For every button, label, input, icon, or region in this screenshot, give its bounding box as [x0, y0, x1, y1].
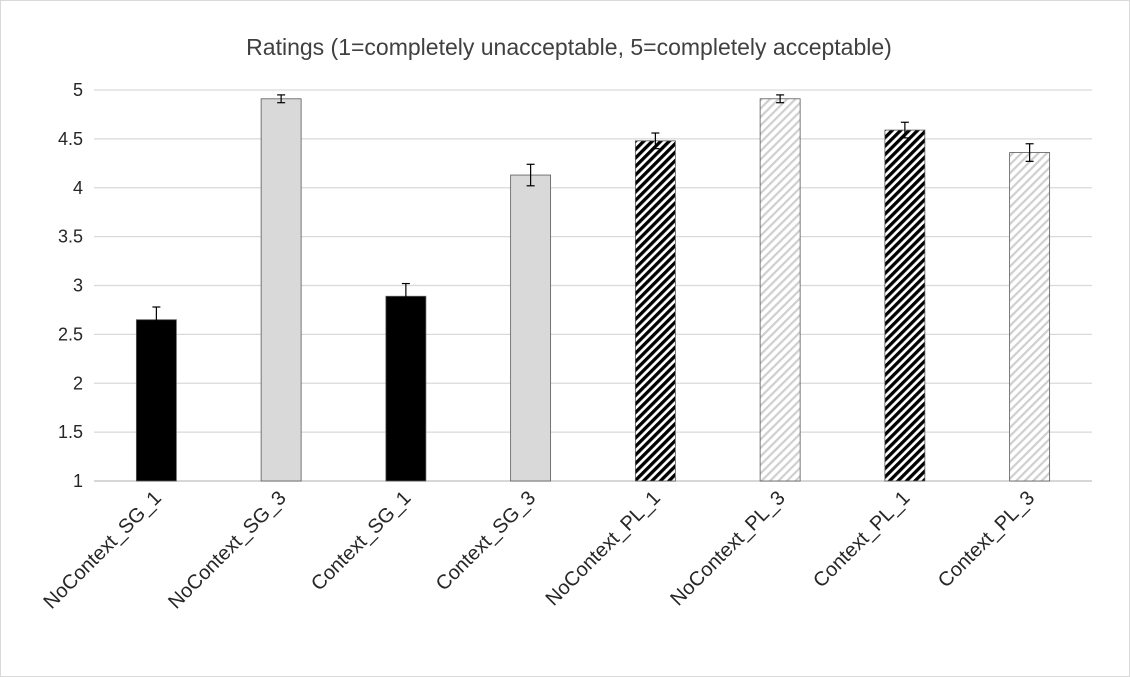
- bar-context-pl-1: [884, 129, 926, 482]
- y-tick-label: 4.5: [58, 129, 83, 149]
- y-tick-label: 2.5: [58, 324, 83, 344]
- bar-context-sg-3: [510, 174, 552, 482]
- gridlines: [94, 89, 1092, 482]
- bar-context-sg-1: [385, 295, 427, 482]
- error-bar: [651, 132, 660, 150]
- error-bar: [401, 282, 410, 310]
- y-tick-label: 5: [73, 80, 83, 100]
- y-tick-label: 1.5: [58, 422, 83, 442]
- bar-nocontext-sg-3: [260, 98, 302, 482]
- y-tick-label: 1: [73, 471, 83, 491]
- chart-title: Ratings (1=completely unacceptable, 5=co…: [246, 34, 892, 60]
- x-tick-label: NoContext_SG_3: [164, 487, 290, 613]
- x-tick-label: Context_SG_1: [307, 487, 415, 595]
- x-tick-label: NoContext_SG_1: [40, 487, 166, 613]
- error-bar: [277, 94, 286, 104]
- x-tick-label: Context_PL_1: [809, 487, 914, 592]
- y-tick-label: 2: [73, 373, 83, 393]
- bars: [135, 98, 1051, 482]
- error-bar: [1025, 143, 1034, 162]
- bar-nocontext-pl-1: [634, 140, 676, 482]
- y-tick-label: 3.5: [58, 227, 83, 247]
- y-tick-label: 4: [73, 178, 83, 198]
- x-tick-label: NoContext_PL_3: [666, 487, 789, 610]
- error-bar: [776, 94, 785, 104]
- error-bar: [526, 163, 535, 187]
- y-axis: 1 1.5 2 2.5 3 3.5 4 4.5 5: [58, 80, 83, 491]
- x-tick-label: NoContext_PL_1: [542, 487, 665, 610]
- x-tick-label: Context_SG_3: [432, 487, 540, 595]
- error-bars: [152, 94, 1034, 334]
- error-bar: [152, 306, 161, 334]
- y-tick-label: 3: [73, 276, 83, 296]
- x-tick-label: Context_PL_3: [934, 487, 1039, 592]
- error-bar: [900, 121, 909, 139]
- bar-context-pl-3: [1009, 152, 1051, 482]
- bar-nocontext-sg-1: [135, 319, 177, 482]
- bar-nocontext-pl-3: [759, 98, 801, 482]
